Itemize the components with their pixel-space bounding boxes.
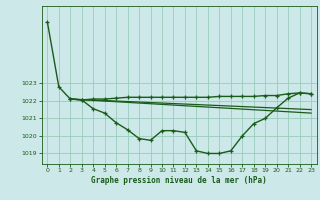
X-axis label: Graphe pression niveau de la mer (hPa): Graphe pression niveau de la mer (hPa) [91,176,267,185]
